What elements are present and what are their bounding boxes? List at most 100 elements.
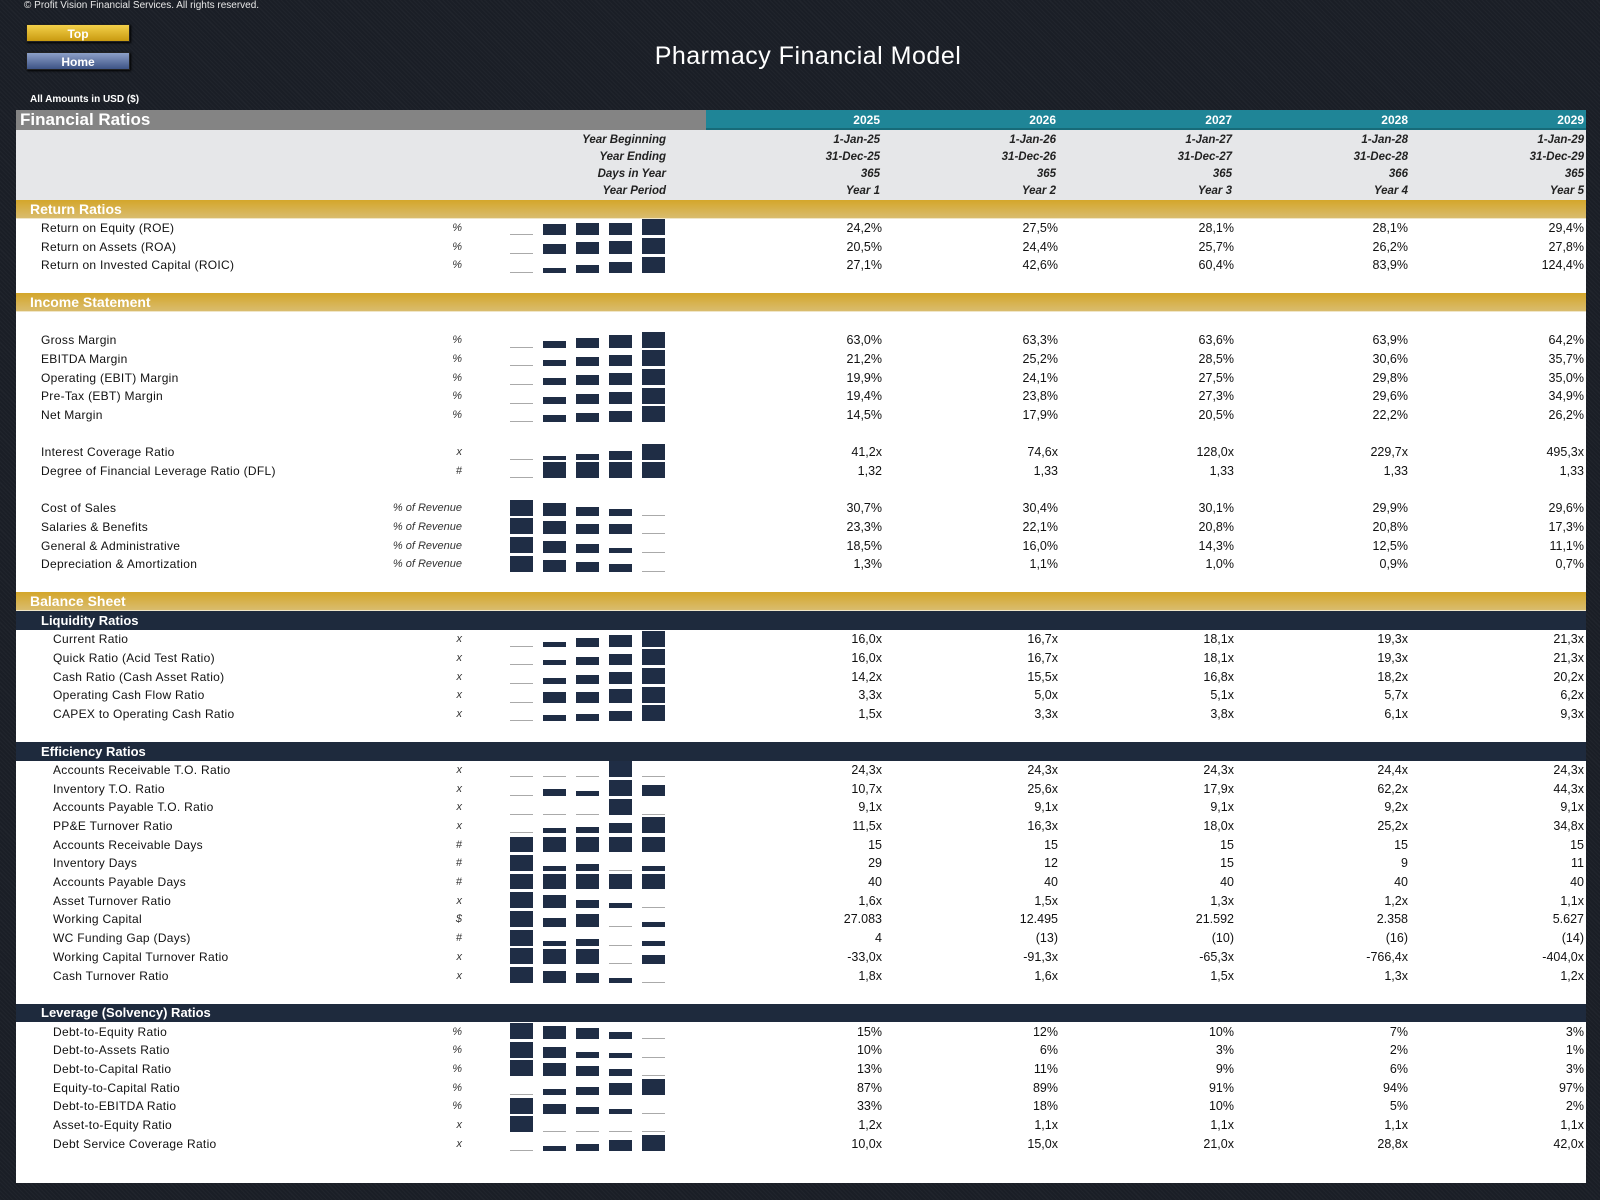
row-value-2028: 29,8%: [1372, 370, 1408, 385]
row-value-2026: 24,3x: [1027, 762, 1058, 777]
blank-row: [16, 312, 1586, 331]
row-label: WC Funding Gap (Days): [53, 931, 191, 946]
row-value-2028: 1,2x: [1384, 893, 1408, 908]
row-value-2026: 6%: [1039, 1043, 1058, 1058]
row-value-2027: 3,8x: [1210, 706, 1234, 721]
sparkline-bar: [609, 963, 632, 965]
sparkline-bar: [510, 813, 533, 815]
row-value-2029: 35,7%: [1548, 351, 1584, 366]
table-row: Debt-to-Equity Ratio% 15% 12% 10% 7% 3%: [16, 1022, 1586, 1041]
meta-value: 365: [860, 168, 880, 180]
sparkline-bar: [609, 392, 632, 404]
sparkline: [510, 705, 670, 724]
sparkline: [510, 443, 670, 462]
sparkline: [510, 686, 670, 705]
sparkline: [510, 761, 670, 780]
row-value-2028: 22,2%: [1372, 407, 1408, 422]
sparkline-bar: [642, 387, 665, 404]
meta-row: Year Ending 31-Dec-25 31-Dec-26 31-Dec-27 31…: [16, 149, 1586, 166]
row-value-2025: 27,1%: [846, 258, 882, 273]
subsection-header: Leverage (Solvency) Ratios: [16, 1003, 1586, 1023]
meta-value: 1-Jan-25: [833, 134, 880, 146]
row-label: Return on Equity (ROE): [41, 221, 175, 236]
sparkline-bar: [576, 523, 599, 535]
row-value-2028: 1,3x: [1384, 968, 1408, 983]
row-value-2029: 9,1x: [1560, 800, 1584, 815]
row-value-2025: 40: [868, 875, 882, 890]
row-value-2027: 20,5%: [1198, 407, 1234, 422]
meta-value: 1-Jan-29: [1537, 134, 1584, 146]
sparkline-bar: [510, 966, 533, 983]
row-value-2026: 9,1x: [1034, 800, 1058, 815]
row-value-2029: 11: [1571, 856, 1584, 871]
sparkline: [510, 817, 670, 836]
row-unit: x: [456, 446, 463, 459]
sparkline-bar: [510, 682, 533, 684]
meta-row: Days in Year 365 365 365 366 365: [16, 166, 1586, 183]
row-label: Debt Service Coverage Ratio: [53, 1136, 217, 1151]
row-value-2029: 0,7%: [1555, 557, 1585, 572]
row-value-2029: 21,3x: [1553, 632, 1584, 647]
sparkline-bar: [642, 630, 665, 647]
table-row: Degree of Financial Leverage Ratio (DFL)…: [16, 462, 1586, 481]
row-label: Operating Cash Flow Ratio: [53, 688, 205, 703]
sparkline-bar: [543, 359, 566, 367]
row-value-2028: 7%: [1389, 1024, 1408, 1039]
row-value-2026: 42,6%: [1022, 258, 1058, 273]
sparkline-bar: [510, 421, 533, 423]
row-value-2026: 3,3x: [1034, 706, 1058, 721]
sparkline-bar: [510, 402, 533, 404]
row-unit: % of Revenue: [392, 539, 462, 552]
row-value-2027: 1,0%: [1205, 557, 1235, 572]
row-value-2027: 10%: [1208, 1099, 1234, 1114]
sparkline-bar: [576, 1028, 599, 1039]
year-header-cell: 2026: [1029, 113, 1056, 127]
row-value-2026: 12%: [1032, 1024, 1058, 1039]
year-header: 2025 2026 2027 2028 2029: [706, 110, 1586, 130]
sparkline-bar: [642, 533, 665, 535]
sparkline-bar: [543, 678, 566, 684]
row-value-2026: 16,7x: [1027, 650, 1058, 665]
page-title: Pharmacy Financial Model: [654, 42, 962, 70]
sparkline-bar: [609, 1140, 632, 1152]
top-button[interactable]: Top: [26, 24, 130, 42]
sparkline-bar: [642, 922, 665, 927]
sparkline-bar: [576, 1086, 599, 1095]
row-value-2028: 25,2x: [1377, 819, 1408, 834]
sparkline-bar: [576, 1107, 599, 1114]
sparkline-bar: [510, 720, 533, 722]
sparkline-bar: [642, 686, 665, 703]
row-unit: x: [456, 820, 463, 833]
row-value-2026: 12: [1044, 856, 1058, 871]
table-row: Asset-to-Equity Ratio x 1,2x 1,1x 1,1x 1,1x 1,…: [16, 1116, 1586, 1135]
sparkline-bar: [510, 365, 533, 367]
sparkline-bar: [543, 1103, 566, 1114]
sparkline-bar: [510, 555, 533, 572]
row-value-2028: 19,3x: [1377, 632, 1408, 647]
sparkline-bar: [510, 537, 533, 554]
row-label: Debt-to-Equity Ratio: [53, 1024, 168, 1039]
row-value-2025: 11,5x: [852, 819, 882, 834]
sparkline: [510, 219, 670, 238]
sparkline-bar: [510, 948, 533, 965]
meta-value: 1-Jan-26: [1009, 134, 1056, 146]
sparkline-bar: [543, 1089, 566, 1095]
row-value-2027: -65,3x: [1199, 949, 1234, 964]
row-value-2028: 40: [1394, 875, 1408, 890]
table-row: Depreciation & Amortization % of Revenue 1…: [16, 555, 1586, 574]
row-value-2028: 5,7x: [1384, 688, 1408, 703]
home-button[interactable]: Home: [26, 52, 130, 70]
currency-note: All Amounts in USD ($): [30, 94, 140, 105]
row-value-2026: 12.495: [1019, 912, 1058, 927]
sparkline: [510, 518, 670, 537]
sparkline: [510, 350, 670, 369]
sparkline-bar: [576, 874, 599, 890]
sparkline-bar: [510, 854, 533, 871]
row-unit: % of Revenue: [392, 558, 462, 571]
sparkline-bar: [609, 523, 632, 535]
section-header: Balance Sheet: [16, 592, 1586, 612]
row-value-2029: 34,8x: [1553, 819, 1584, 834]
row-value-2027: 27,3%: [1198, 389, 1234, 404]
row-value-2025: 30,7%: [846, 501, 882, 516]
sparkline: [510, 929, 670, 948]
